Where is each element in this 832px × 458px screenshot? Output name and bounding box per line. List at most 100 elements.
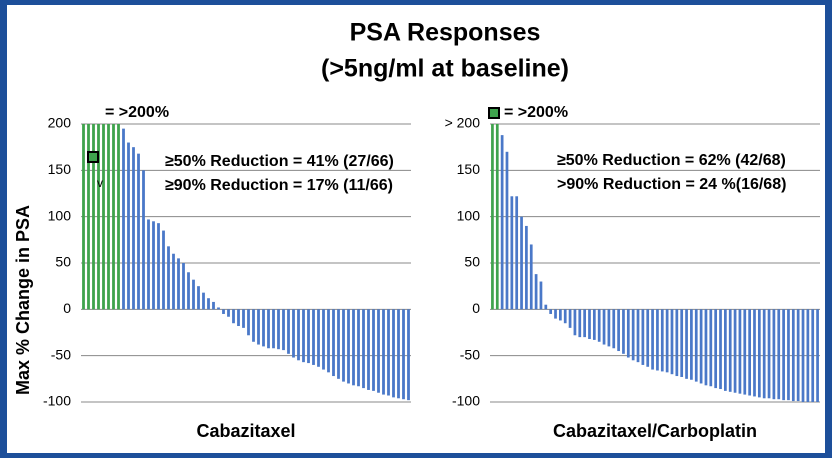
bar xyxy=(646,309,650,367)
bar xyxy=(242,309,245,328)
bar xyxy=(397,309,400,399)
bar xyxy=(372,309,375,391)
bar xyxy=(327,309,330,373)
bar xyxy=(342,309,345,382)
bar xyxy=(352,309,355,386)
bar xyxy=(495,124,499,310)
bar xyxy=(694,309,698,382)
title: PSA Responses xyxy=(350,19,541,47)
bar xyxy=(534,274,538,310)
bar xyxy=(709,309,713,387)
bar xyxy=(568,309,572,328)
bar xyxy=(675,309,679,377)
bar xyxy=(573,309,577,336)
bar xyxy=(520,216,523,310)
bar xyxy=(816,309,819,402)
bar xyxy=(602,309,606,345)
bar xyxy=(172,253,175,310)
bar xyxy=(626,309,630,358)
bar xyxy=(728,309,732,392)
bar xyxy=(811,309,815,402)
bar xyxy=(142,170,145,310)
bar xyxy=(212,301,215,310)
bar xyxy=(387,309,390,396)
y-tick-label: > 200 xyxy=(445,115,481,131)
bar xyxy=(297,309,300,361)
bar xyxy=(187,272,190,310)
bar xyxy=(82,124,85,310)
bar xyxy=(612,309,616,349)
bar xyxy=(252,309,255,342)
bar xyxy=(257,309,260,345)
bar xyxy=(549,309,553,314)
x-axis-label: Cabazitaxel xyxy=(196,421,295,441)
bar xyxy=(529,244,533,310)
bar xyxy=(660,309,664,372)
bar xyxy=(207,298,210,310)
bar xyxy=(152,221,155,310)
subtitle: (>5ng/ml at baseline) xyxy=(321,55,569,83)
bar xyxy=(202,292,205,310)
y-tick-label: -50 xyxy=(51,346,71,362)
y-tick-label: 100 xyxy=(457,207,481,223)
bar xyxy=(302,309,305,363)
bar xyxy=(714,309,718,389)
bar xyxy=(656,309,659,371)
y-tick-label: 150 xyxy=(457,161,481,177)
bar xyxy=(357,309,360,387)
bar xyxy=(782,309,785,401)
bar xyxy=(777,309,781,400)
bar xyxy=(262,309,265,347)
bar xyxy=(402,309,405,400)
bar xyxy=(267,309,270,349)
bar xyxy=(762,309,766,399)
bar xyxy=(322,309,325,370)
bar xyxy=(112,124,115,310)
bar xyxy=(192,279,195,310)
legend-swatch xyxy=(488,107,500,119)
bar xyxy=(337,309,340,379)
bar xyxy=(724,309,727,391)
bar xyxy=(107,124,110,310)
bar xyxy=(583,309,586,338)
bar xyxy=(588,309,591,339)
bar xyxy=(738,309,742,394)
bar xyxy=(247,309,250,336)
y-tick-label: 200 xyxy=(48,115,72,131)
bar xyxy=(167,246,170,310)
bar xyxy=(719,309,722,390)
bar xyxy=(232,309,235,324)
annotation: ≥50% Reduction = 62% (42/68) xyxy=(557,152,786,169)
annotation: ≥50% Reduction = 41% (27/66) xyxy=(165,153,394,170)
bar xyxy=(491,124,494,310)
bar xyxy=(227,309,230,317)
bar xyxy=(704,309,708,386)
bar xyxy=(147,219,150,310)
bar xyxy=(272,309,275,349)
annotation: v xyxy=(97,176,103,190)
bar xyxy=(87,124,90,310)
y-tick-label: 100 xyxy=(48,207,72,223)
bar xyxy=(743,309,747,395)
bar xyxy=(690,309,693,380)
bar xyxy=(753,309,756,397)
bar xyxy=(182,263,185,310)
legend-label: = >200% xyxy=(105,104,169,121)
bar xyxy=(222,309,225,314)
bar xyxy=(177,258,180,310)
bar xyxy=(287,309,290,354)
y-tick-label: -100 xyxy=(43,393,71,409)
bar xyxy=(392,309,395,398)
bar xyxy=(282,309,285,351)
bar xyxy=(197,286,200,310)
bar xyxy=(748,309,751,396)
bar xyxy=(791,309,795,402)
bar xyxy=(505,151,509,310)
bar xyxy=(787,309,790,401)
bar xyxy=(539,281,543,310)
bar xyxy=(554,309,557,319)
bar xyxy=(592,309,596,340)
bar xyxy=(117,124,120,310)
bar xyxy=(665,309,669,373)
